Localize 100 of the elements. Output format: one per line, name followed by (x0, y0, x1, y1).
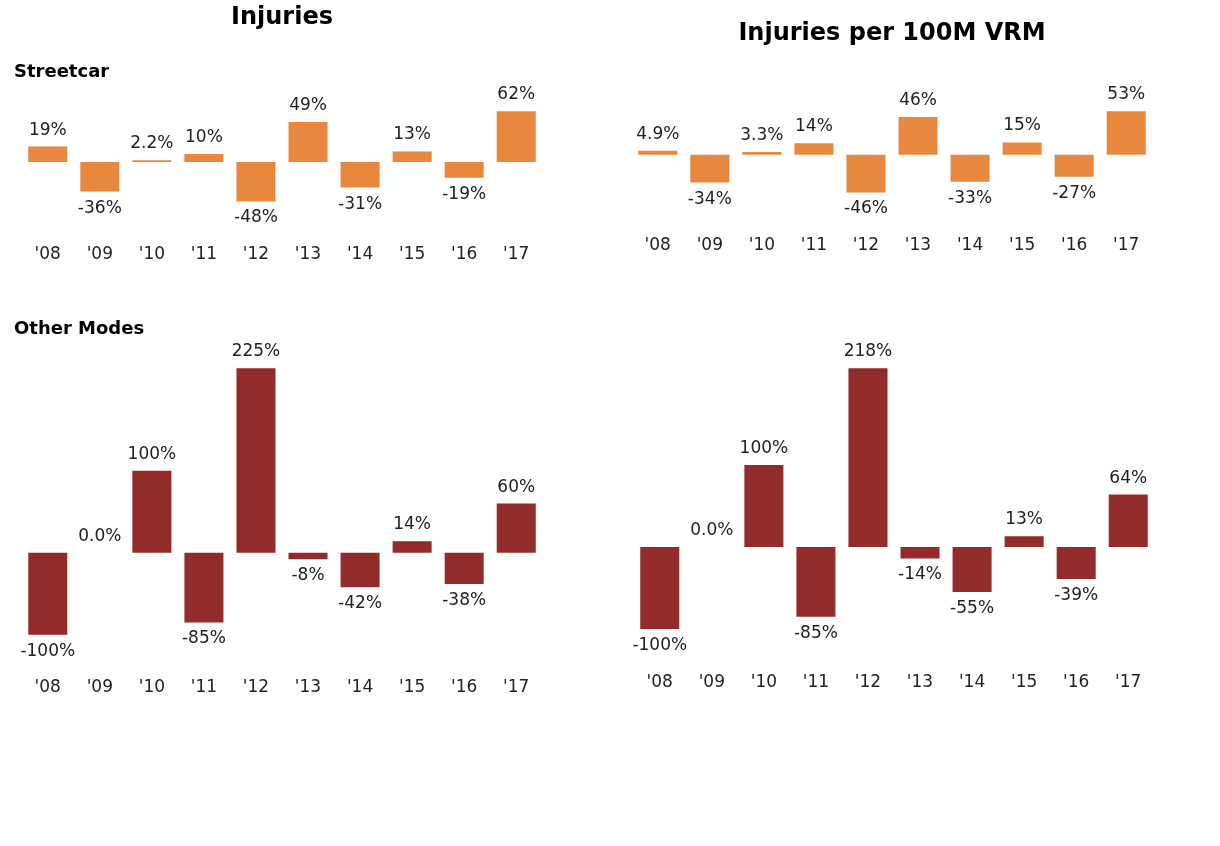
bar (392, 151, 432, 163)
data-label: -14% (898, 563, 942, 584)
data-label: 225% (231, 340, 281, 361)
data-label: 13% (1005, 508, 1044, 529)
x-tick-label: '10 (138, 676, 166, 697)
bar (1108, 494, 1148, 547)
data-label: 0.0% (78, 524, 122, 545)
chart-subtitle: Streetcar (14, 60, 110, 81)
bar (496, 111, 536, 163)
bar (288, 552, 328, 560)
chart-title: Injuries (231, 2, 333, 30)
bar (496, 503, 536, 553)
data-label: -39% (1054, 583, 1099, 604)
data-label: -36% (77, 196, 122, 217)
data-label: 0.0% (690, 519, 734, 539)
x-tick-label: '16 (451, 676, 478, 697)
data-label: 3.3% (740, 123, 784, 144)
data-label: 13% (393, 123, 432, 144)
x-tick-label: '08 (34, 676, 61, 697)
data-label: -19% (442, 182, 487, 203)
x-tick-label: '14 (958, 670, 986, 691)
x-tick-label: '12 (852, 234, 880, 255)
x-tick-label: '09 (86, 676, 113, 697)
x-tick-label: '13 (294, 676, 322, 697)
x-tick-label: '15 (1010, 670, 1038, 691)
bar (640, 547, 680, 629)
x-tick-label: '09 (86, 243, 113, 264)
x-tick-label: '12 (242, 243, 270, 264)
x-tick-label: '13 (904, 234, 932, 255)
data-label: 64% (1109, 466, 1148, 487)
bar (184, 153, 224, 163)
x-tick-label: '15 (398, 676, 426, 697)
bar (742, 151, 782, 155)
x-tick-label: '17 (1113, 234, 1140, 255)
bar (28, 146, 68, 163)
x-tick-label: '17 (1115, 670, 1142, 691)
bar (744, 465, 784, 547)
bar (1054, 154, 1094, 177)
bar (952, 547, 992, 593)
x-tick-label: '12 (854, 670, 882, 691)
data-label: 100% (127, 442, 177, 463)
data-label: 53% (1107, 83, 1146, 104)
data-label: 49% (289, 93, 327, 114)
bar (950, 154, 990, 182)
data-label: -55% (950, 597, 995, 618)
chart-title: Injuries per 100M VRM (738, 18, 1046, 46)
x-tick-label: '11 (190, 243, 218, 264)
data-label: -34% (687, 187, 732, 208)
bar (236, 162, 276, 202)
data-label: -85% (793, 621, 838, 642)
bar (444, 162, 484, 178)
x-tick-label: '11 (802, 670, 830, 691)
data-label: 10% (185, 125, 223, 146)
bar (288, 121, 328, 163)
x-tick-label: '11 (190, 676, 218, 697)
bar (796, 547, 836, 617)
data-label: -100% (20, 639, 76, 660)
data-label: -48% (234, 206, 278, 227)
x-tick-label: '15 (1008, 234, 1036, 255)
data-label: -38% (442, 588, 487, 609)
bar (1056, 547, 1096, 579)
bar (1002, 142, 1042, 155)
bar (236, 368, 276, 553)
data-label: -33% (948, 186, 993, 207)
bar (898, 116, 938, 155)
data-label: -85% (181, 627, 226, 648)
x-tick-label: '14 (956, 234, 984, 255)
x-tick-label: '16 (451, 243, 478, 264)
data-label: 4.9% (636, 122, 680, 143)
x-tick-label: '11 (800, 234, 828, 255)
bar (638, 150, 678, 155)
data-label: 60% (497, 475, 536, 496)
bar (900, 547, 940, 559)
bar (184, 552, 224, 623)
bar (444, 552, 484, 584)
x-tick-label: '16 (1061, 234, 1088, 255)
bar (846, 154, 886, 193)
x-tick-label: '09 (698, 670, 725, 691)
x-tick-label: '15 (398, 243, 426, 264)
bar (28, 552, 68, 635)
data-label: -8% (291, 564, 325, 585)
data-label: 100% (739, 437, 789, 457)
x-tick-label: '10 (748, 234, 776, 255)
x-tick-label: '12 (242, 676, 270, 697)
x-tick-label: '17 (503, 676, 530, 697)
data-label: -31% (338, 192, 383, 213)
data-label: -42% (338, 592, 383, 613)
data-label: -100% (632, 634, 688, 654)
bar (340, 162, 380, 188)
x-tick-label: '08 (646, 670, 673, 691)
x-tick-label: '13 (906, 670, 934, 691)
data-label: 15% (1003, 114, 1042, 135)
x-tick-label: '16 (1063, 670, 1090, 691)
bar (794, 143, 834, 155)
bar (340, 552, 380, 588)
bar (690, 154, 730, 183)
data-label: -27% (1052, 181, 1097, 202)
x-tick-label: '09 (696, 234, 723, 255)
x-tick-label: '13 (294, 243, 322, 264)
bar (392, 541, 432, 553)
